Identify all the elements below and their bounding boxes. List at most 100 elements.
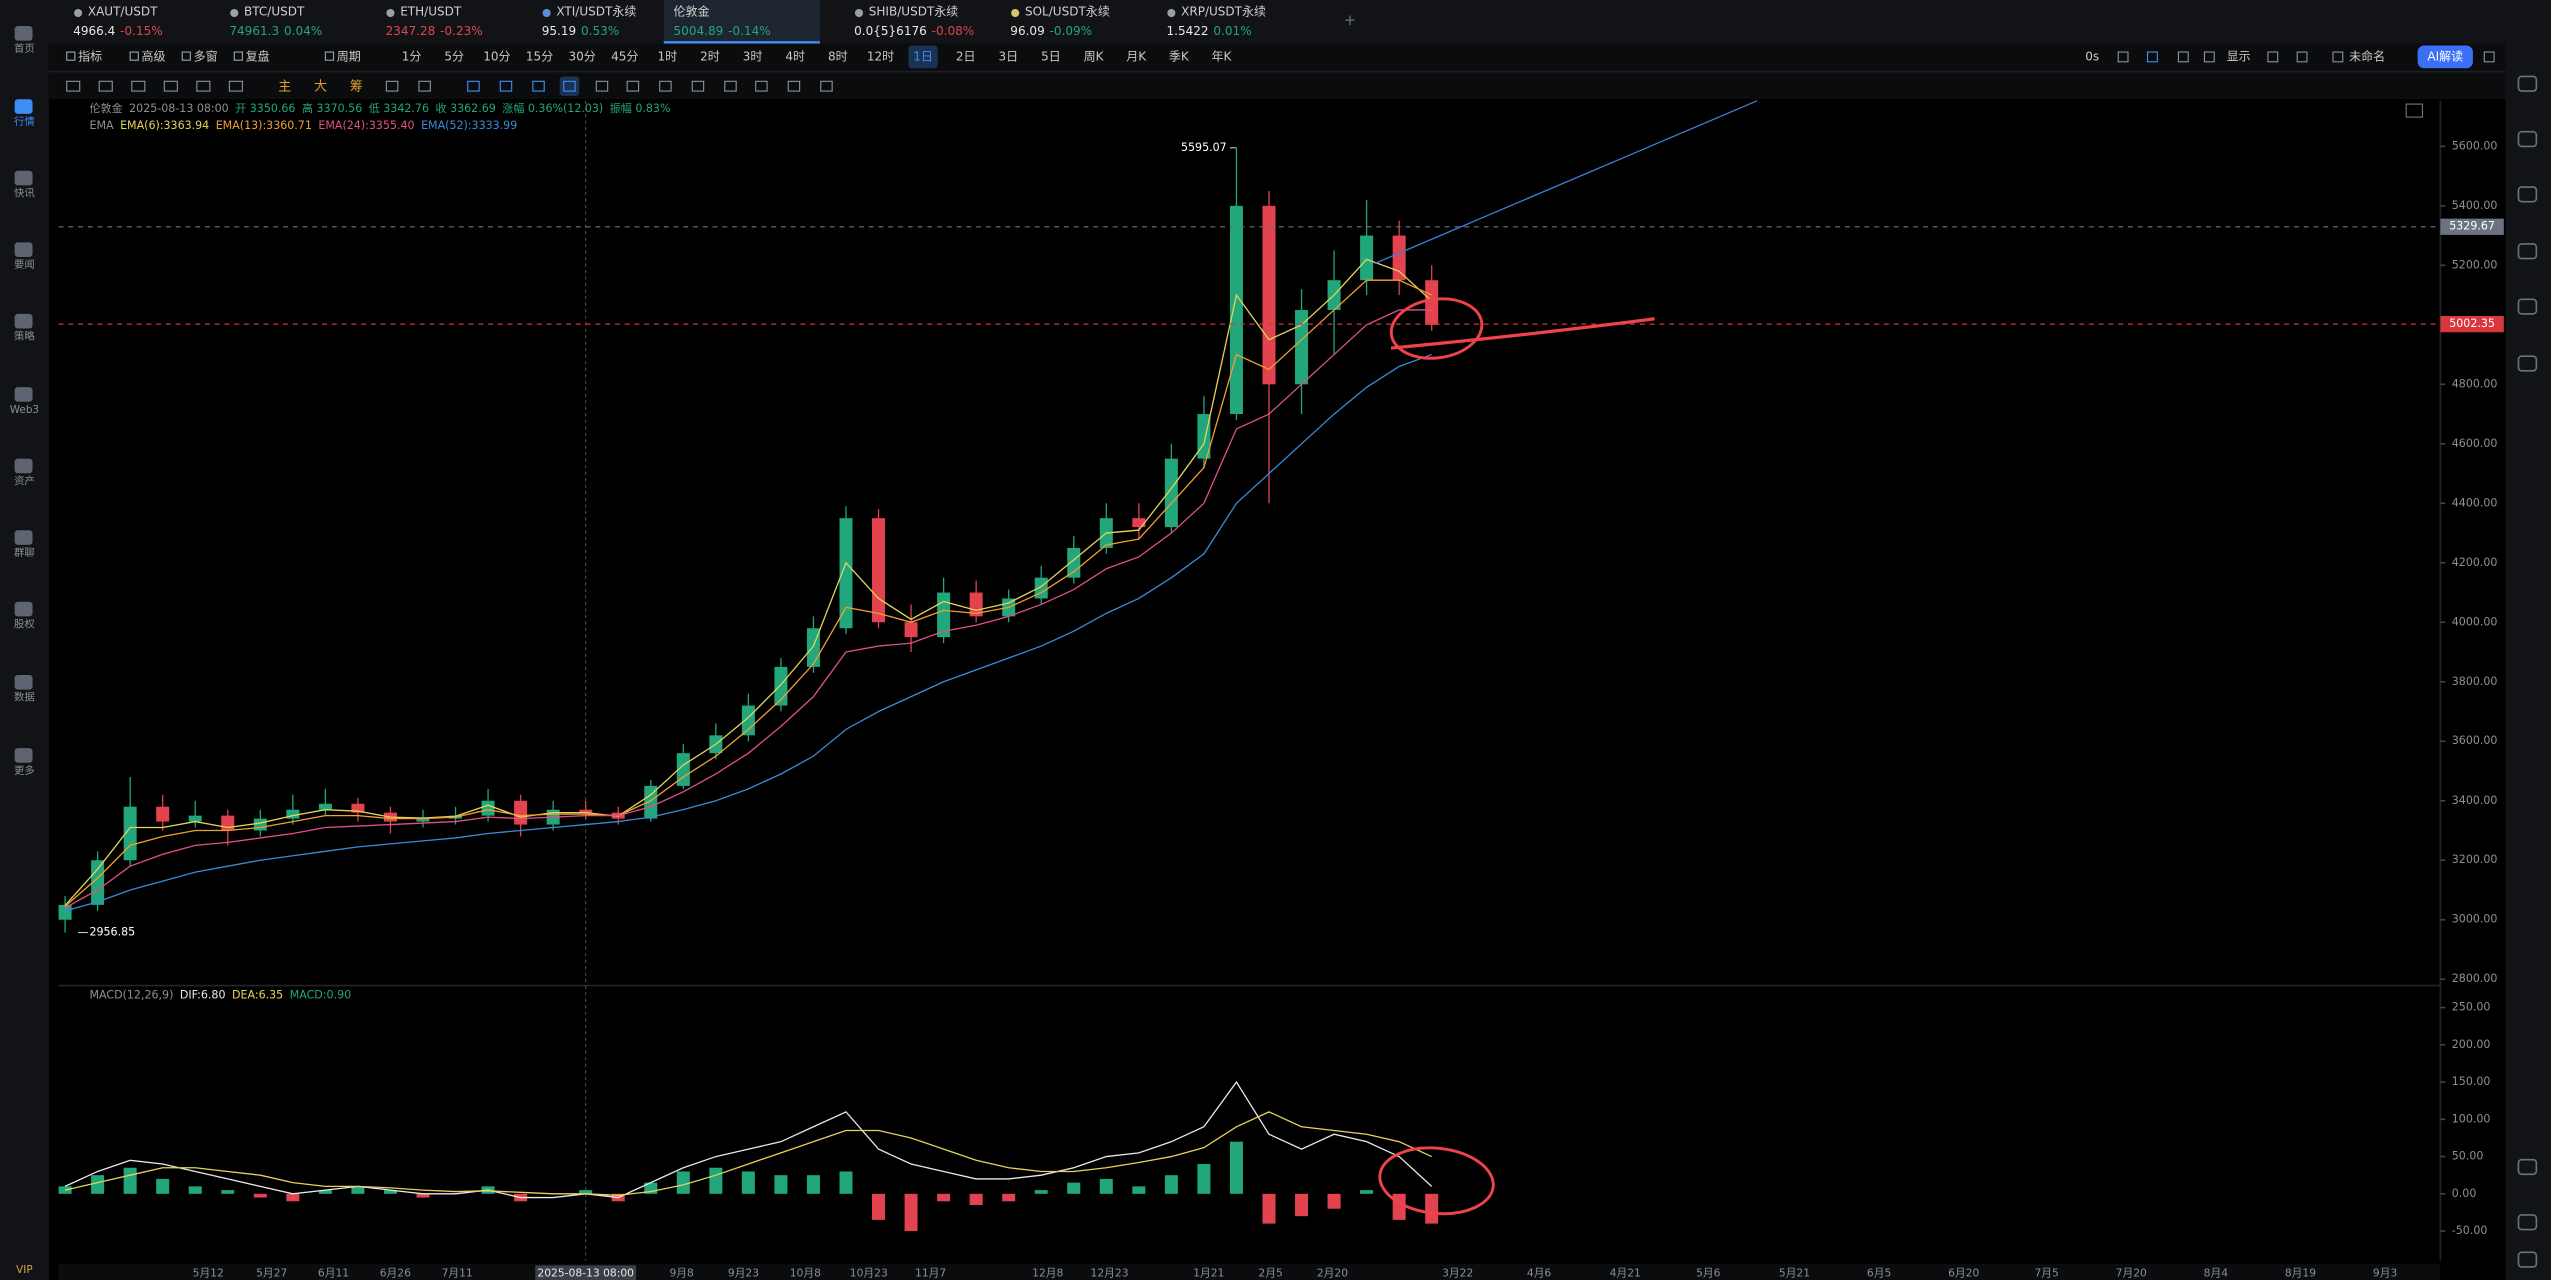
draw-icon[interactable]	[532, 80, 545, 92]
tab-name[interactable]: BTC/USDT	[244, 5, 305, 19]
toolbar-item[interactable]: 复盘	[246, 48, 270, 63]
sidebar-label[interactable]: 策略	[14, 330, 35, 343]
sidebar-icon[interactable]	[14, 26, 33, 41]
vip-label[interactable]: VIP	[16, 1264, 32, 1276]
rail-icon[interactable]	[2517, 75, 2538, 92]
draw-icon[interactable]	[691, 80, 705, 92]
sidebar-icon[interactable]	[14, 99, 33, 114]
rail-icon[interactable]	[2517, 1214, 2538, 1231]
draw-icon[interactable]	[626, 80, 640, 92]
draw-icon[interactable]	[724, 80, 737, 92]
tab-quote[interactable]: 1.5422 0.01%	[1166, 23, 1251, 37]
toolbar-right-item[interactable]: 未命名	[2349, 48, 2385, 63]
toolbar-right-item[interactable]: 0s	[2085, 49, 2099, 63]
period-button[interactable]: 15分	[526, 49, 553, 63]
sidebar-icon[interactable]	[14, 601, 33, 617]
sidebar-icon[interactable]	[14, 170, 33, 186]
draw-icon[interactable]	[98, 80, 113, 92]
period-button[interactable]: 3时	[743, 49, 763, 63]
rail-icon[interactable]	[2517, 1251, 2538, 1268]
period-button[interactable]: 45分	[611, 49, 638, 63]
toolbar-icon[interactable]	[2117, 51, 2129, 63]
draw-icon[interactable]	[163, 80, 178, 92]
draw-icon[interactable]	[196, 80, 211, 92]
sidebar-label[interactable]: 资产	[14, 474, 35, 487]
sidebar-label[interactable]: 数据	[14, 691, 35, 704]
period-button[interactable]: 30分	[568, 49, 595, 63]
draw-icon[interactable]	[66, 80, 81, 92]
tab-quote[interactable]: 4966.4 -0.15%	[73, 23, 162, 37]
draw-icon[interactable]	[385, 80, 399, 92]
toolbar-icon[interactable]	[2267, 51, 2279, 63]
toolbar-icon[interactable]	[2296, 51, 2308, 63]
sidebar-icon[interactable]	[14, 242, 33, 257]
sidebar-label[interactable]: 股权	[14, 618, 35, 631]
draw-icon[interactable]	[659, 80, 672, 92]
sidebar-label[interactable]: 快讯	[14, 188, 35, 200]
draw-icon[interactable]	[787, 80, 801, 92]
draw-icon[interactable]	[228, 80, 243, 92]
period-button[interactable]: 季K	[1169, 49, 1190, 63]
tab-name[interactable]: 伦敦金	[674, 4, 710, 19]
sidebar-label[interactable]: Web3	[10, 404, 39, 416]
toolbar-right-item[interactable]: 显示	[2227, 49, 2251, 63]
draw-icon[interactable]	[755, 80, 768, 92]
draw-icon[interactable]	[131, 80, 146, 92]
ai-button[interactable]	[2417, 45, 2473, 69]
tab-name[interactable]: XAUT/USDT	[88, 5, 158, 19]
draw-icon[interactable]	[563, 80, 576, 92]
sidebar-label[interactable]: 更多	[14, 764, 35, 777]
period-button[interactable]: 12时	[867, 49, 894, 63]
draw-icon[interactable]	[820, 80, 833, 92]
active-tab[interactable]	[663, 0, 820, 44]
period-button[interactable]: 周K	[1084, 49, 1105, 63]
toolbar-icon[interactable]	[2332, 51, 2344, 63]
period-button[interactable]: 5分	[444, 49, 464, 63]
sidebar-icon[interactable]	[14, 674, 33, 690]
period-button[interactable]: 2日	[956, 49, 976, 63]
period-button[interactable]: 1分	[402, 49, 422, 63]
period-button[interactable]: 10分	[483, 49, 510, 63]
tab-quote[interactable]: 95.19 0.53%	[542, 23, 619, 37]
sidebar-icon[interactable]	[14, 530, 33, 545]
tab-quote[interactable]: 0.0{5}6176 -0.08%	[854, 23, 974, 37]
tab-name[interactable]: XTI/USDT永续	[556, 5, 636, 19]
period-button[interactable]: 2时	[700, 49, 720, 63]
rail-icon[interactable]	[2517, 355, 2538, 372]
sidebar-label[interactable]: 行情	[14, 115, 35, 128]
draw-icon[interactable]	[595, 80, 609, 92]
rail-icon[interactable]	[2517, 186, 2538, 203]
toolbar-icon[interactable]	[2177, 51, 2189, 63]
tab-quote[interactable]: 96.09 -0.09%	[1010, 23, 1092, 37]
active-period[interactable]	[908, 45, 938, 69]
rail-icon[interactable]	[2517, 1158, 2538, 1176]
draw-icon[interactable]	[499, 80, 513, 92]
tab-quote[interactable]: 2347.28 -0.23%	[386, 23, 483, 37]
rail-icon[interactable]	[2517, 243, 2538, 260]
tab-name[interactable]: SOL/USDT永续	[1025, 5, 1110, 19]
period-button[interactable]: 5日	[1041, 49, 1061, 63]
sidebar-icon[interactable]	[14, 387, 33, 402]
toolbar-icon[interactable]	[2203, 51, 2215, 63]
sidebar-icon[interactable]	[14, 458, 33, 474]
add-tab[interactable]: +	[1344, 12, 1356, 29]
period-button[interactable]: 月K	[1126, 49, 1147, 63]
period-button[interactable]: 年K	[1212, 49, 1233, 63]
period-button[interactable]: 8时	[828, 49, 848, 63]
period-button[interactable]: 1时	[658, 49, 678, 63]
toolbar-item[interactable]: 高级	[142, 48, 166, 63]
toolbar-icon[interactable]	[2146, 51, 2158, 63]
draw-tool[interactable]: 筹	[350, 79, 363, 95]
period-button[interactable]: 3日	[999, 49, 1019, 63]
sidebar-label[interactable]: 要闻	[14, 258, 35, 271]
toolbar-icon[interactable]	[2483, 51, 2495, 63]
sidebar-icon[interactable]	[14, 313, 33, 329]
period-button[interactable]: 1日	[913, 49, 933, 63]
rail-icon[interactable]	[2517, 130, 2538, 148]
toolbar-item[interactable]: 多窗	[194, 49, 218, 63]
draw-icon[interactable]	[467, 80, 480, 92]
period-button[interactable]: 4时	[785, 49, 805, 63]
tab-name[interactable]: XRP/USDT永续	[1181, 5, 1266, 19]
tab-quote[interactable]: 74961.3 0.04%	[229, 23, 322, 37]
sidebar-label[interactable]: 群聊	[14, 546, 35, 559]
